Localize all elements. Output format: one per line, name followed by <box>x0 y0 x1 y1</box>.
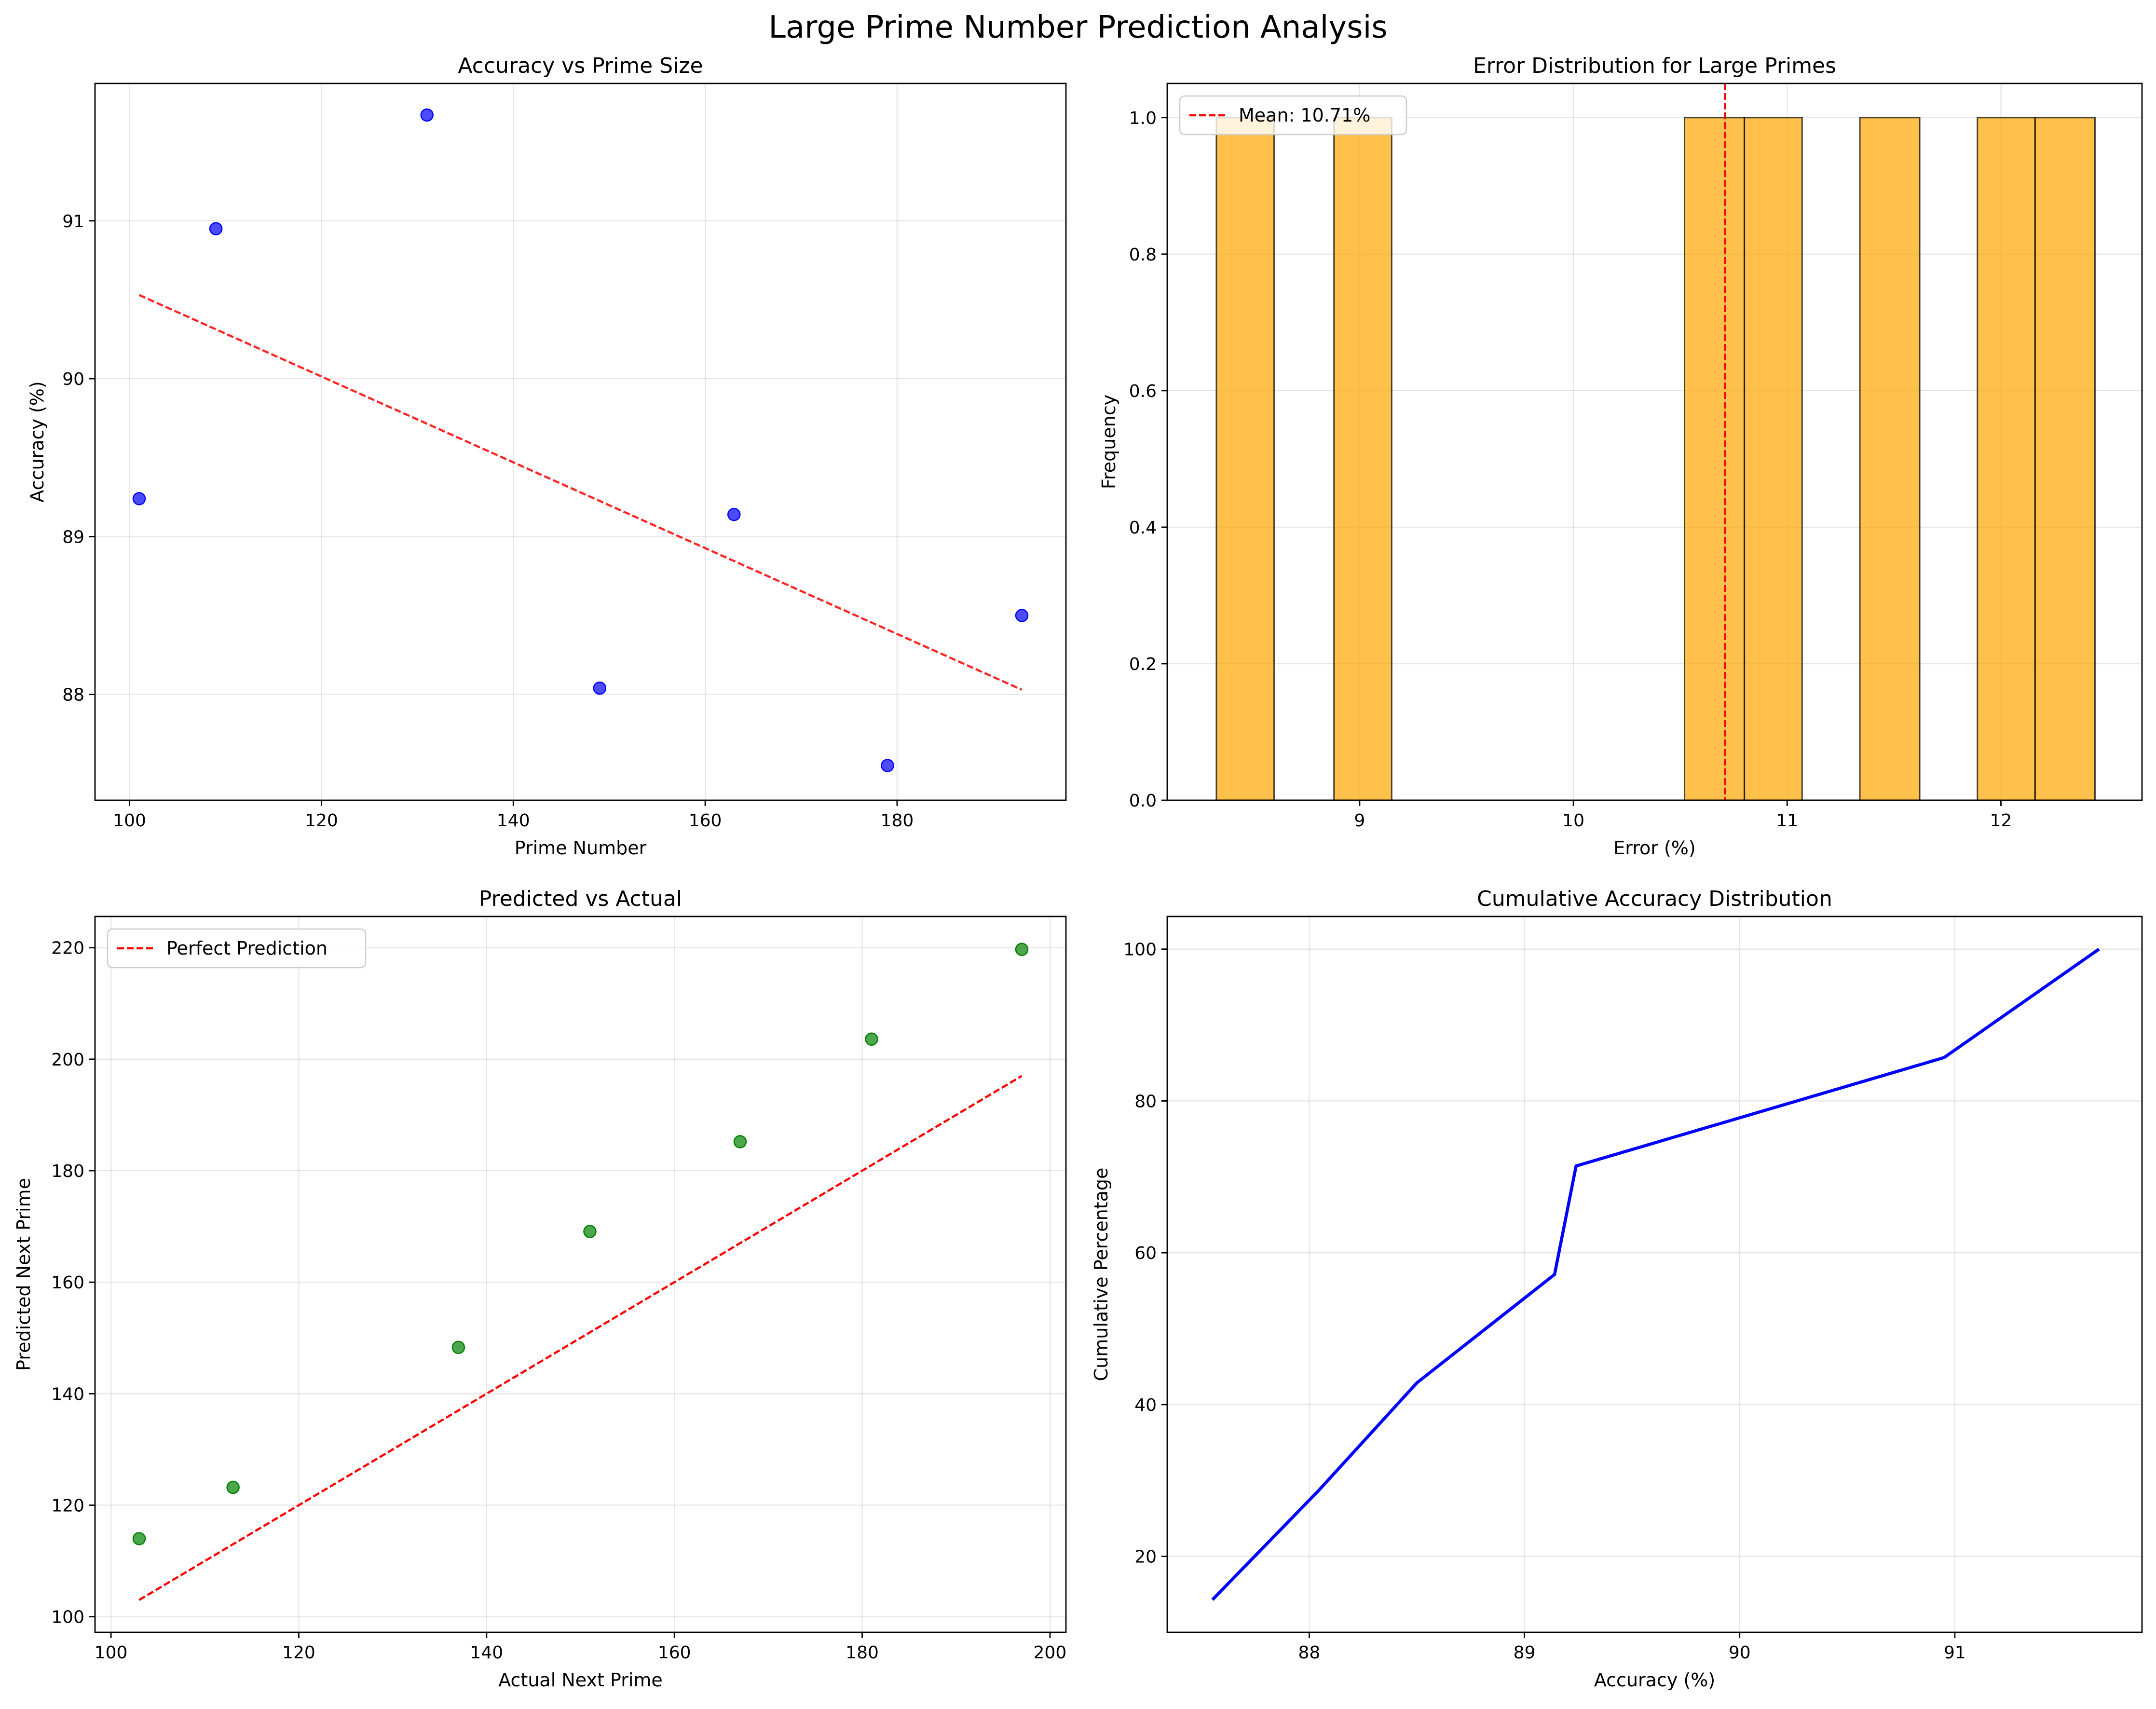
plot-area <box>132 108 1029 772</box>
chart-pred: 100 120 140 160 180 200 100 120 140 160 180 200 220 P… <box>13 887 1067 1691</box>
plot-area <box>132 943 1029 1601</box>
histogram-bar <box>1684 117 1746 800</box>
plot-area <box>1215 83 2096 800</box>
x-tick-label: 100 <box>95 1643 128 1663</box>
x-tick-label: 120 <box>305 811 338 831</box>
y-tick-label: 1.0 <box>1129 109 1157 128</box>
y-tick-label: 180 <box>51 1162 84 1181</box>
x-tick-label: 88 <box>1298 1643 1321 1663</box>
x-tick-label: 180 <box>881 811 914 831</box>
y-tick-label: 91 <box>62 212 84 232</box>
y-tick-label: 20 <box>1134 1547 1157 1567</box>
data-point <box>132 492 146 506</box>
x-tick-label: 120 <box>282 1643 315 1663</box>
axes-frame <box>94 916 1067 1633</box>
data-point <box>1015 609 1029 622</box>
legend-label: Perfect Prediction <box>166 938 327 959</box>
data-point <box>865 1032 878 1046</box>
data-point <box>583 1225 597 1238</box>
chart-title: Predicted vs Actual <box>479 887 682 911</box>
cumulative-line <box>1211 948 2100 1601</box>
x-tick-label: 180 <box>846 1643 879 1663</box>
y-axis-label: Accuracy (%) <box>27 381 48 502</box>
x-axis-label: Accuracy (%) <box>1594 1669 1715 1691</box>
data-point <box>1015 943 1029 956</box>
trend-line <box>138 294 1023 691</box>
y-axis-label: Predicted Next Prime <box>13 1178 34 1371</box>
y-tick-label: 0.8 <box>1129 245 1157 265</box>
histogram-bar <box>1215 117 1275 800</box>
x-tick-label: 200 <box>1034 1643 1067 1663</box>
histogram-bar <box>1333 117 1392 800</box>
axes-frame <box>1166 82 2143 801</box>
histogram-bar <box>1744 117 1803 800</box>
chart-err: 9 10 11 12 0.0 0.2 0.4 0.6 0.8 1.0 Error Distribut… <box>1098 54 2143 859</box>
y-axis-label: Frequency <box>1098 395 1119 489</box>
y-tick-label: 100 <box>1123 940 1157 960</box>
x-axis-label: Prime Number <box>515 837 647 859</box>
data-point <box>881 759 894 772</box>
y-tick-label: 0.6 <box>1129 382 1157 401</box>
histogram-bar <box>1859 117 1921 800</box>
x-axis-label: Actual Next Prime <box>498 1669 663 1691</box>
chart-panels: 100 120 140 160 180 88 89 90 91 Accuracy vs Prime… <box>13 54 2143 1691</box>
y-tick-label: 88 <box>62 685 84 705</box>
legend: Perfect Prediction <box>107 928 367 969</box>
y-tick-label: 100 <box>51 1608 84 1627</box>
y-tick-label: 40 <box>1134 1395 1157 1415</box>
x-tick-label: 11 <box>1776 811 1798 831</box>
x-tick-label: 10 <box>1562 811 1584 831</box>
y-tick-label: 60 <box>1134 1244 1157 1263</box>
x-tick-label: 160 <box>689 811 722 831</box>
y-tick-label: 0.0 <box>1129 791 1157 811</box>
data-point <box>132 1532 146 1545</box>
y-tick-label: 90 <box>62 369 84 389</box>
y-tick-label: 160 <box>51 1273 84 1293</box>
y-tick-label: 0.4 <box>1129 518 1157 538</box>
x-tick-label: 160 <box>658 1643 691 1663</box>
chart-acc: 100 120 140 160 180 88 89 90 91 Accuracy vs Prime… <box>27 54 1067 859</box>
y-axis-label: Cumulative Percentage <box>1091 1168 1112 1381</box>
chart-title: Error Distribution for Large Primes <box>1473 54 1836 78</box>
legend: Mean: 10.71% <box>1179 95 1407 136</box>
y-tick-label: 89 <box>62 527 84 547</box>
data-point <box>209 222 223 235</box>
x-tick-label: 89 <box>1514 1643 1536 1663</box>
axes-frame <box>1166 916 2143 1633</box>
y-tick-label: 120 <box>51 1496 84 1516</box>
x-tick-label: 140 <box>497 811 530 831</box>
data-point <box>733 1135 747 1148</box>
legend-box <box>1179 95 1407 136</box>
x-tick-label: 9 <box>1354 811 1365 831</box>
legend-label: Mean: 10.71% <box>1239 105 1370 126</box>
y-tick-label: 200 <box>51 1050 84 1070</box>
plot-area <box>1211 948 2100 1601</box>
data-point <box>226 1480 240 1494</box>
x-tick-label: 140 <box>470 1643 503 1663</box>
histogram-bar <box>2034 117 2096 800</box>
chart-cum: 88 89 90 91 20 40 60 80 100 Cumulative Accuracy D… <box>1091 887 2143 1691</box>
x-tick-label: 90 <box>1729 1643 1751 1663</box>
data-point <box>420 108 434 122</box>
x-axis-label: Error (%) <box>1613 837 1695 859</box>
figure-title: Large Prime Number Prediction Analysis <box>768 10 1387 45</box>
x-tick-label: 100 <box>113 811 146 831</box>
legend-box <box>107 928 367 969</box>
data-point <box>727 507 741 521</box>
y-tick-label: 140 <box>51 1384 84 1404</box>
y-tick-label: 220 <box>51 939 84 958</box>
axes-frame <box>94 82 1067 801</box>
histogram-bar <box>1977 117 2036 800</box>
y-tick-label: 80 <box>1134 1092 1157 1111</box>
x-tick-label: 91 <box>1944 1643 1966 1663</box>
data-point <box>451 1340 465 1354</box>
y-tick-label: 0.2 <box>1129 655 1157 674</box>
data-point <box>593 681 607 695</box>
chart-title: Accuracy vs Prime Size <box>458 54 703 78</box>
x-tick-label: 12 <box>1990 811 2012 831</box>
chart-title: Cumulative Accuracy Distribution <box>1477 887 1832 911</box>
perfect-prediction-line <box>138 1075 1023 1601</box>
